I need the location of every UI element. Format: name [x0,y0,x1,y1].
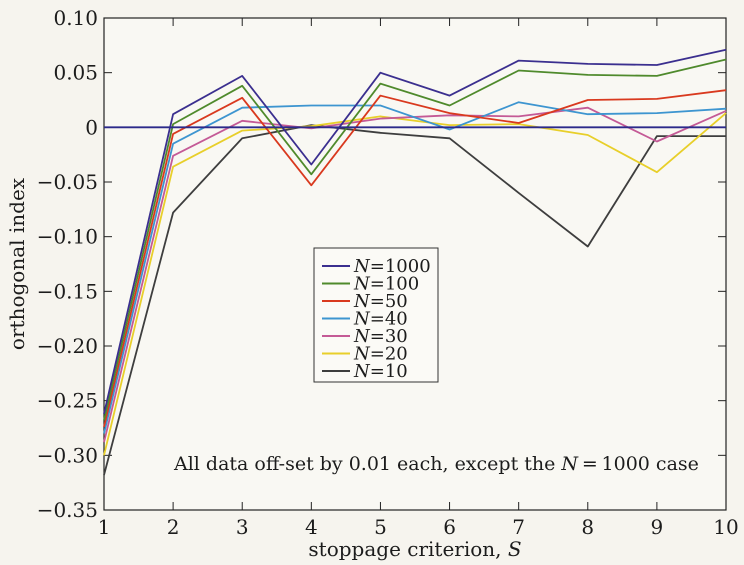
series-line-2 [103,89,727,428]
legend-label: N=40 [353,309,408,330]
y-tick-label: −0.20 [37,334,98,358]
y-axis: 0.10 0.05 0 −0.05 −0.10 −0.15 −0.20 −0.25 −0.30 −… [37,6,726,522]
legend-value: =20 [370,344,408,365]
x-axis-title-symbol: S [508,537,522,561]
legend-value: =100 [370,274,419,295]
legend-label: N=1000 [353,256,431,277]
y-tick-label: −0.35 [37,498,98,522]
y-tick-label: −0.05 [37,170,98,194]
legend-value: =30 [370,326,408,347]
series-line-1 [103,58,727,421]
x-tick-label: 4 [305,515,318,539]
x-tick-label: 7 [512,515,525,539]
y-axis-title: orthogonal index [5,177,29,350]
legend-label: N=30 [353,326,408,347]
y-tick-label: 0.10 [53,6,98,30]
legend-symbol: N [353,309,371,330]
legend-label: N=50 [353,291,408,312]
x-tick-label: 9 [651,515,664,539]
x-tick-label: 1 [98,515,111,539]
legend-label: N=10 [353,361,408,382]
y-tick-label: −0.30 [37,443,98,467]
legend-value: =10 [370,361,408,382]
legend-symbol: N [353,274,371,295]
y-tick-label: 0 [85,115,98,139]
x-tick-label: 3 [236,515,249,539]
x-axis-title-text: stoppage criterion, [308,537,508,561]
y-tick-label: −0.10 [37,225,98,249]
y-tick-label: −0.15 [37,279,98,303]
y-tick-label: −0.25 [37,389,98,413]
legend-value: =40 [370,309,408,330]
legend-label: N=100 [353,274,419,295]
legend-value: =50 [370,291,408,312]
legend-symbol: N [353,344,371,365]
annotation-symbol: N [560,453,579,475]
legend-symbol: N [353,361,371,382]
x-tick-label: 5 [374,515,387,539]
series-lines [103,48,727,476]
legend-symbol: N [353,291,371,312]
x-tick-label: 2 [167,515,180,539]
legend-value: =1000 [370,256,431,277]
x-axis: 1 2 3 4 5 6 7 8 9 10 [98,18,739,539]
annotation-suffix: = 1000 case [578,453,699,475]
legend-symbol: N [353,326,371,347]
x-tick-label: 6 [443,515,456,539]
series-line-5 [103,112,727,456]
y-tick-label: 0.05 [53,61,98,85]
series-line-6 [103,124,726,476]
series-line-0 [103,48,727,415]
x-axis-title: stoppage criterion, S [308,537,521,561]
x-tick-label: 8 [581,515,594,539]
annotation-prefix: All data off-set by 0.01 each, except th… [173,453,561,475]
x-tick-label: 10 [713,515,738,539]
legend-symbol: N [353,256,371,277]
legend-box [313,247,439,383]
legend-label: N=20 [353,344,408,365]
series-line-3 [103,101,727,434]
annotation: All data off-set by 0.01 each, except th… [173,453,699,475]
